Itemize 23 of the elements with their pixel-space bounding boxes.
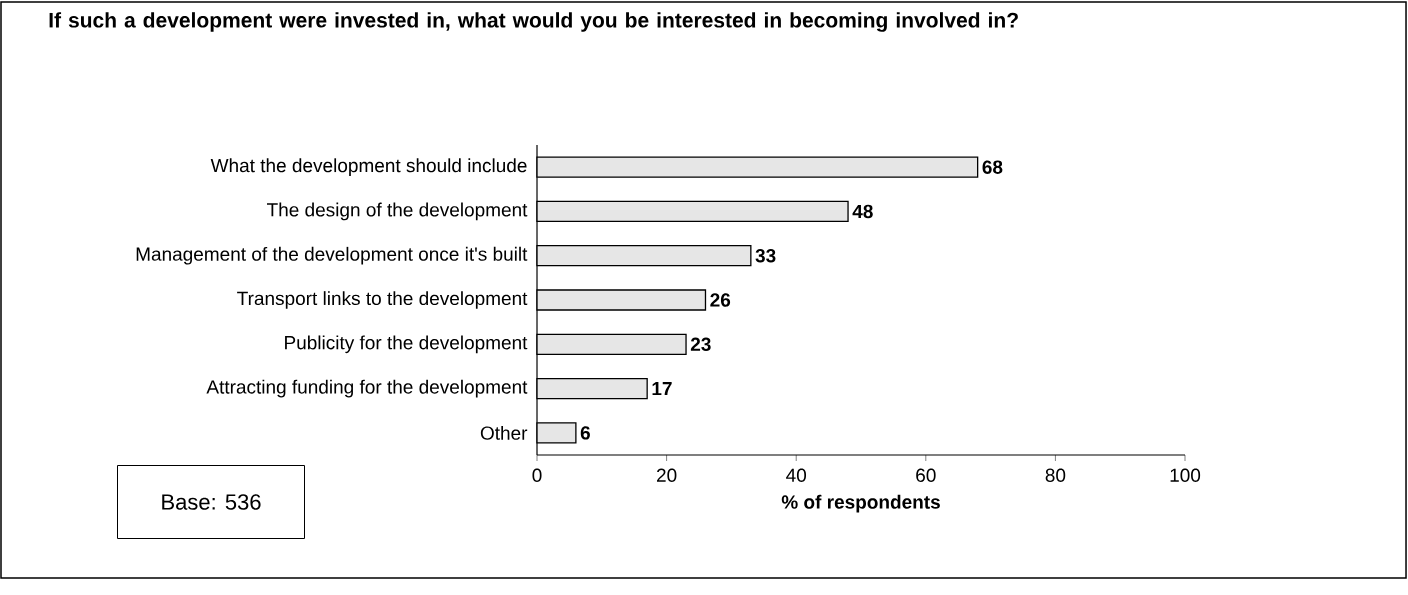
chart-title: If such a development were invested in, what would you be interested in becoming involved in? [49,12,1018,32]
y-tick-label: Publicity for the development [285,335,528,354]
text: Base: 536 [162,494,261,510]
data-label: 48 [852,204,873,219]
data-label: 68 [982,160,1003,174]
data-label: 23 [690,337,711,352]
data-label: 26 [710,293,731,307]
x-axis-title: % of respondents [781,494,940,513]
y-tick-label: Transport links to the development [237,291,528,309]
x-tick-label: 80 [1045,468,1066,482]
data-label: 33 [755,248,776,263]
x-tick-label: 60 [916,468,936,482]
data-label: 6 [580,426,590,440]
y-tick-label: Other [480,425,528,440]
y-tick-label: The design of the development [267,202,528,221]
y-tick-label: What the development should include [210,158,527,176]
x-tick-label: 40 [786,468,807,482]
x-tick-label: 100 [1170,468,1201,482]
data-label: 17 [652,382,672,396]
y-tick-label: Management of the development once it's built [136,246,528,265]
x-tick-label: 20 [656,468,677,482]
x-tick-label: 0 [532,468,542,482]
y-tick-label: Attracting funding for the development [206,379,528,398]
